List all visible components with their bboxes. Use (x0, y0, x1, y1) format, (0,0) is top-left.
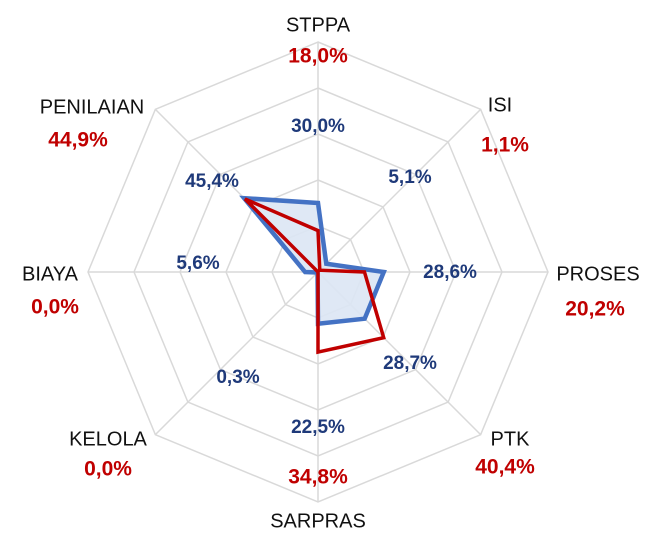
category-label: ISI (488, 94, 512, 116)
data-label: 0,3% (216, 367, 259, 388)
data-label: 45,4% (185, 171, 239, 192)
data-label: 28,6% (423, 262, 477, 283)
data-label: 5,1% (388, 167, 431, 188)
spoke (317, 108, 482, 273)
data-label: 5,6% (176, 253, 219, 274)
category-label: PTK (491, 428, 531, 450)
category-label: SARPRAS (270, 510, 366, 532)
category-label: KELOLA (69, 428, 147, 450)
data-label: 18,0% (288, 45, 348, 68)
data-label: 28,7% (383, 353, 437, 374)
data-label: 30,0% (291, 116, 345, 137)
category-label: PROSES (556, 263, 639, 285)
category-label: STPPA (286, 14, 351, 36)
data-label: 20,2% (565, 298, 625, 321)
category-label: BIAYA (22, 263, 79, 285)
data-label: 0,0% (84, 458, 132, 481)
category-label: PENILAIAN (40, 96, 144, 118)
series-area (243, 197, 386, 355)
data-label: 22,5% (291, 417, 345, 438)
data-label: 40,4% (475, 456, 535, 479)
spoke (154, 271, 319, 436)
data-label: 34,8% (288, 466, 348, 489)
data-label: 1,1% (481, 134, 529, 157)
data-label: 0,0% (31, 296, 79, 319)
data-label: 44,9% (48, 129, 108, 152)
